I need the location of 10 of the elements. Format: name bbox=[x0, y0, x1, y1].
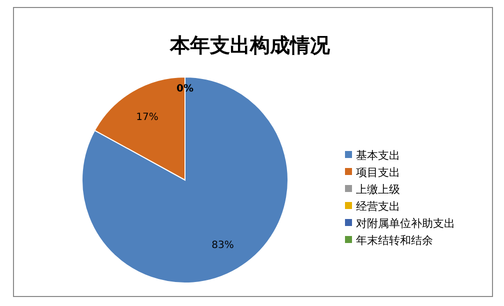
legend-label: 年末结转和结余 bbox=[356, 234, 433, 247]
legend-label: 上缴上级 bbox=[356, 183, 400, 196]
data-label: 83% bbox=[212, 240, 234, 251]
chart-title: 本年支出构成情况 bbox=[169, 33, 331, 57]
legend-label: 经营支出 bbox=[356, 200, 400, 213]
legend-label: 对附属单位补助支出 bbox=[356, 217, 455, 230]
data-label: 17% bbox=[136, 112, 158, 124]
legend-label: 项目支出 bbox=[356, 166, 400, 179]
text: 0% bbox=[176, 83, 194, 94]
legend-label: 基本支出 bbox=[356, 149, 400, 162]
